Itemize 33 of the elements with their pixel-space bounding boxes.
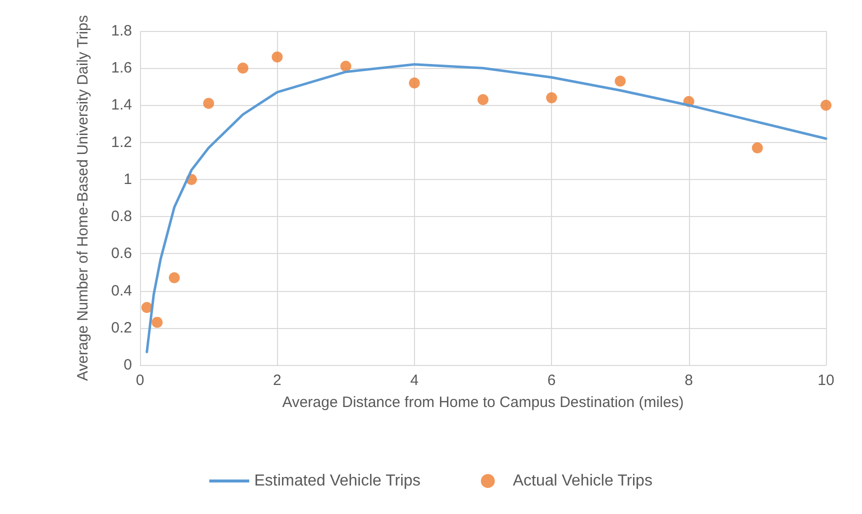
legend-label: Actual Vehicle Trips bbox=[512, 472, 652, 490]
point bbox=[340, 60, 352, 72]
y-tick-label: 1.4 bbox=[111, 96, 132, 114]
x-tick-label: 0 bbox=[136, 372, 144, 389]
point bbox=[152, 316, 163, 328]
y-tick-label: 1.8 bbox=[111, 22, 132, 40]
point bbox=[272, 51, 283, 62]
point bbox=[168, 272, 180, 284]
point bbox=[614, 76, 626, 87]
y-tick-label: 0.2 bbox=[111, 319, 132, 336]
legend-label: Estimated Vehicle Trips bbox=[254, 472, 421, 490]
x-tick-label: 2 bbox=[273, 372, 282, 389]
y-tick-label: 0 bbox=[124, 356, 132, 374]
point bbox=[478, 94, 488, 106]
point bbox=[820, 100, 832, 111]
y-axis-title: Average Number of Home-Based University Daily Trips bbox=[74, 15, 92, 381]
point bbox=[141, 302, 152, 313]
y-tick-label: 1.2 bbox=[111, 134, 132, 151]
point bbox=[752, 142, 763, 154]
x-tick-label: 6 bbox=[547, 372, 556, 389]
y-tick-label: 1.6 bbox=[111, 60, 132, 77]
point bbox=[408, 77, 420, 88]
x-axis-title: Average Distance from Home to Campus Destination (miles) bbox=[282, 394, 684, 411]
point bbox=[203, 98, 214, 109]
x-tick-label: 8 bbox=[684, 372, 693, 389]
point bbox=[237, 62, 248, 74]
point bbox=[546, 92, 558, 104]
y-tick-label: 1 bbox=[124, 170, 132, 188]
x-tick-label: 10 bbox=[818, 372, 834, 389]
y-tick-label: 0.6 bbox=[111, 245, 132, 262]
x-tick-label: 4 bbox=[410, 372, 419, 389]
y-tick-label: 0.4 bbox=[111, 282, 132, 300]
y-tick-label: 0.8 bbox=[111, 208, 132, 226]
